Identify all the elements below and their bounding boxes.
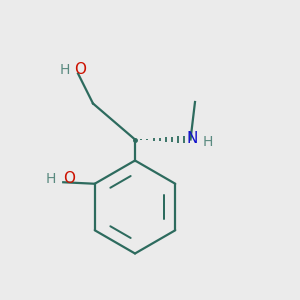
- Text: H: H: [203, 136, 213, 149]
- Text: N: N: [186, 131, 198, 146]
- Text: O: O: [63, 171, 75, 186]
- Text: H: H: [46, 172, 56, 186]
- Text: O: O: [74, 62, 86, 77]
- Text: H: H: [59, 63, 70, 77]
